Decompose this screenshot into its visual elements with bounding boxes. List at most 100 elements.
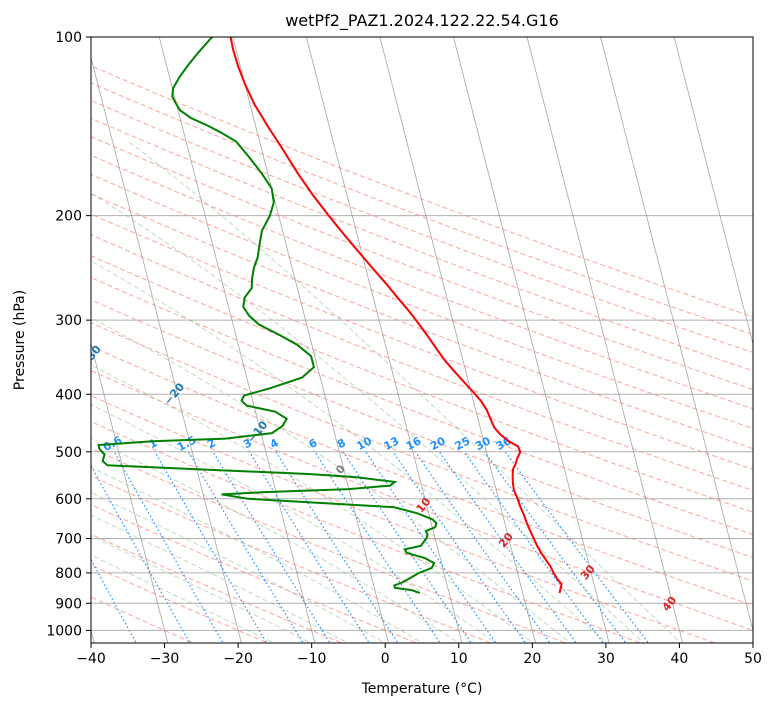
- dewpoint-profile: [97, 37, 438, 594]
- chart-title: wetPf2_PAZ1.2024.122.22.54.G16: [285, 11, 559, 31]
- dry-adiabat: [91, 234, 753, 491]
- y-tick-label: 100: [55, 30, 82, 46]
- x-tick-label: −30: [150, 651, 180, 667]
- mixing-ratio-label: 13: [382, 434, 402, 453]
- moist-adiabat: [91, 260, 608, 643]
- mixing-ratio-line: [275, 451, 399, 643]
- isotherm-line: [91, 342, 169, 643]
- mixing-ratio-label: 25: [453, 434, 473, 453]
- mixing-ratio-line: [0, 452, 87, 646]
- isotherm-line: [379, 37, 536, 643]
- mixing-ratio-line: [392, 451, 527, 643]
- dry-adiabat: [91, 82, 753, 335]
- y-tick-label: 400: [55, 387, 82, 403]
- dry-adiabat: [91, 99, 753, 353]
- mixing-ratio-line: [212, 451, 331, 643]
- dry-adiabat: [91, 370, 753, 631]
- moist-adiabat: [91, 192, 645, 643]
- mixing-ratio-line: [187, 451, 304, 643]
- dry-adiabat: [91, 173, 753, 430]
- mixing-ratio-line: [248, 451, 370, 643]
- dry-adiabat: [91, 193, 753, 450]
- moist-adiabat: [91, 317, 571, 643]
- x-tick-label: 30: [597, 651, 615, 667]
- mixing-ratio-label: 6: [307, 436, 320, 451]
- dry-adiabat: [91, 596, 195, 643]
- temperature-profile: [229, 37, 563, 594]
- moist-adiabat: [91, 437, 460, 643]
- isotherm-line: [232, 37, 389, 643]
- mixing-ratio-line: [113, 451, 224, 643]
- mixing-ratio-label: 30: [473, 434, 493, 453]
- dry-adiabat: [91, 345, 753, 606]
- adiabat-label: 30: [578, 562, 598, 582]
- y-tick-label: 300: [55, 313, 82, 329]
- mixing-ratio-label: 36: [494, 434, 514, 453]
- mixing-ratio-label: 0.4: [70, 433, 94, 454]
- dry-adiabat: [91, 299, 753, 559]
- dry-adiabat: [91, 136, 753, 391]
- mixing-ratio-line: [463, 451, 605, 643]
- dry-adiabat: [91, 421, 642, 643]
- mixing-ratio-line: [414, 451, 551, 643]
- mixing-ratio-line: [314, 451, 441, 643]
- y-tick-label: 600: [55, 492, 82, 508]
- adiabat-label: 40: [660, 594, 680, 614]
- mixing-ratio-line: [439, 451, 578, 643]
- y-tick-label: 900: [55, 596, 82, 612]
- moist-adiabat: [128, 141, 682, 643]
- mixing-ratio-line: [504, 451, 650, 643]
- isotherm-line: [453, 37, 610, 643]
- mixing-ratio-label: 1.5: [175, 433, 198, 454]
- mixing-ratio-label: 8: [335, 436, 348, 451]
- y-tick-label: 500: [55, 445, 82, 461]
- dry-adiabat: [91, 117, 753, 372]
- mixing-ratio-line: [154, 451, 268, 643]
- dry-adiabat: [91, 213, 753, 470]
- y-tick-label: 200: [55, 209, 82, 225]
- x-tick-label: 50: [744, 651, 762, 667]
- isotherm-line: [526, 37, 684, 643]
- mixing-ratio-line: [91, 464, 191, 643]
- isotherm-line: [673, 37, 753, 346]
- mixing-ratio-label: 10: [354, 434, 374, 453]
- mixing-ratio-line: [91, 558, 137, 643]
- dry-adiabat: [91, 65, 753, 318]
- x-axis-label: Temperature (°C): [361, 681, 483, 697]
- moist-adiabat: [91, 554, 275, 643]
- mixing-ratio-label: 1: [147, 436, 160, 451]
- mixing-ratio-label: 20: [428, 434, 448, 453]
- moist-adiabat: [91, 364, 534, 643]
- x-tick-label: −10: [297, 651, 327, 667]
- moist-adiabat: [91, 535, 312, 643]
- y-tick-label: 700: [55, 532, 82, 548]
- mixing-ratio-line: [365, 451, 497, 643]
- dry-adiabat: [91, 277, 753, 536]
- moist-adiabat: [91, 492, 386, 643]
- x-tick-label: 10: [450, 651, 468, 667]
- plot-frame: [90, 36, 754, 644]
- dry-adiabat: [91, 533, 344, 643]
- x-tick-label: 40: [671, 651, 689, 667]
- y-axis-label: Pressure (hPa): [12, 290, 28, 390]
- isotherm-line: [91, 56, 242, 643]
- mixing-ratio-label: 16: [404, 434, 424, 453]
- x-tick-label: 0: [381, 651, 390, 667]
- y-tick-label: 1000: [46, 623, 82, 639]
- dry-adiabat: [91, 395, 717, 643]
- x-tick-label: 20: [523, 651, 541, 667]
- adiabat-label: 20: [496, 530, 516, 550]
- dry-adiabat: [91, 504, 419, 643]
- isotherm-line: [600, 37, 753, 633]
- dry-adiabat: [91, 322, 753, 582]
- dry-adiabat: [91, 447, 568, 643]
- x-tick-label: −40: [76, 651, 106, 667]
- dry-adiabat: [91, 255, 753, 513]
- y-tick-label: 800: [55, 566, 82, 582]
- isotherm-line: [158, 37, 316, 643]
- dry-adiabat: [91, 564, 269, 643]
- x-tick-label: −20: [223, 651, 253, 667]
- dry-adiabat: [91, 475, 493, 643]
- mixing-ratio-label: 0.2: [20, 433, 43, 454]
